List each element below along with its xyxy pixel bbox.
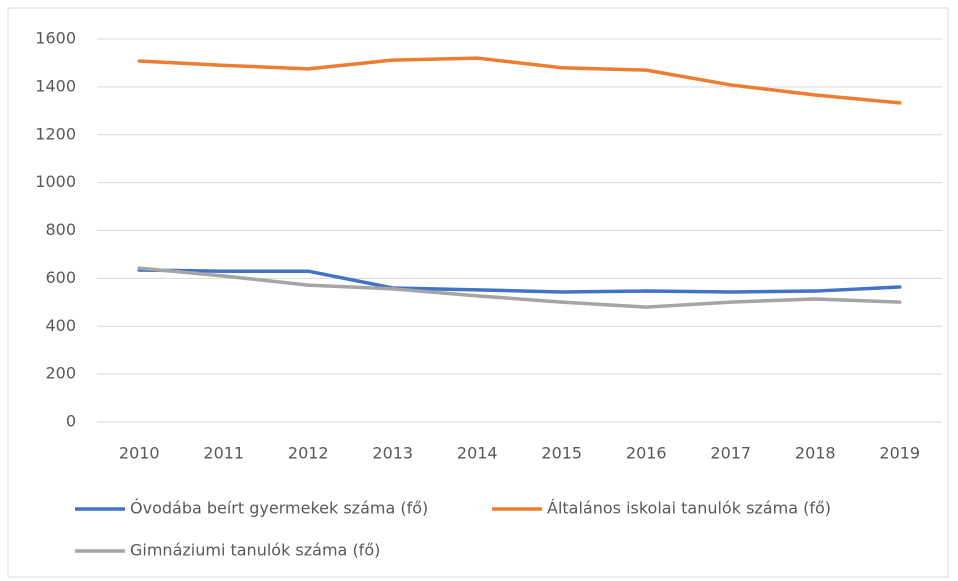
x-tick-label: 2010 (119, 444, 160, 463)
x-tick-label: 2016 (626, 444, 667, 463)
x-tick-label: 2015 (541, 444, 582, 463)
series-line (137, 56, 902, 105)
legend-label: Általános iskolai tanulók száma (fő) (547, 499, 831, 518)
x-tick-label: 2014 (457, 444, 498, 463)
legend-label: Óvodába beírt gyermekek száma (fő) (130, 499, 428, 518)
y-tick-label: 1600 (35, 29, 76, 48)
x-tick-label: 2019 (879, 444, 920, 463)
series-line (137, 268, 902, 294)
y-tick-label: 1400 (35, 76, 76, 95)
series-line (137, 266, 902, 309)
y-tick-label: 200 (45, 364, 76, 383)
legend-label: Gimnáziumi tanulók száma (fő) (130, 541, 380, 560)
x-tick-label: 2018 (795, 444, 836, 463)
y-tick-label: 1000 (35, 172, 76, 191)
x-tick-label: 2011 (203, 444, 244, 463)
x-tick-label: 2017 (710, 444, 751, 463)
x-tick-label: 2012 (288, 444, 329, 463)
y-tick-label: 400 (45, 316, 76, 335)
y-tick-label: 0 (66, 412, 76, 431)
y-tick-label: 1200 (35, 124, 76, 143)
y-tick-label: 600 (45, 268, 76, 287)
x-tick-label: 2013 (372, 444, 413, 463)
y-tick-label: 800 (45, 220, 76, 239)
